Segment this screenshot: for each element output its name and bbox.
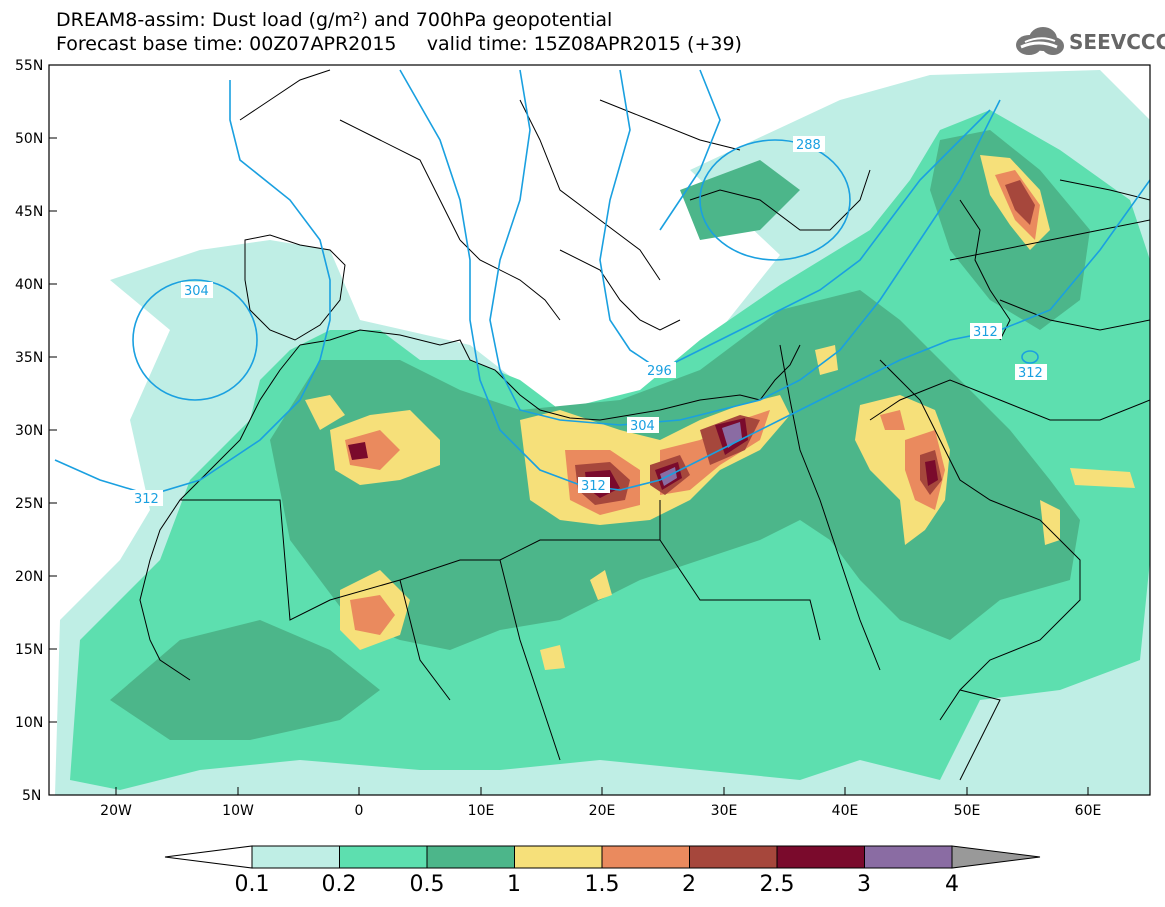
dust-level-0.5 [680,160,800,240]
dust-level-1 [305,395,345,430]
contour-312-cell [1021,350,1039,364]
lon-tick-label: 20E [589,803,616,819]
dust-level-1 [540,645,565,670]
dust-level-2.5 [925,460,938,486]
contour-296-north [659,69,721,231]
colorbar-label: 2.5 [759,872,795,897]
forecast-time-line: Forecast base time: 00Z07APR2015 valid t… [56,34,742,54]
dust-level-0.5 [930,130,1090,330]
colorbar-label: 0.2 [321,872,357,897]
contour-label: 288 [796,138,821,153]
lat-tick-label: 50N [15,131,43,147]
contour-label: 312 [1018,366,1043,381]
colorbar-label: 0.5 [409,872,445,897]
colorbar-label: 2 [682,872,696,897]
colorbar [164,845,1041,869]
contour-label: 304 [630,419,655,434]
lat-axis [49,64,57,796]
map-title: DREAM8-assim: Dust load (g/m²) and 700hP… [56,9,613,31]
logo-text: SEEVCCC [1069,30,1165,54]
lon-tick-label: 60E [1075,803,1102,819]
colorbar-bin [426,845,515,869]
lon-tick-labels: 20W 10W 0 10E 20E 30E 40E 50E 60E [100,803,1101,819]
contour-288-low [699,139,851,261]
dust-level-1 [855,395,950,545]
contour-label: 312 [134,492,159,507]
dust-level-1.5 [880,410,905,430]
valid-time-label: valid time: 15Z08APR2015 (+39) [426,33,742,55]
lat-tick-label: 45N [15,204,43,220]
lon-tick-label: 10E [468,803,495,819]
dust-level-0.5 [110,620,380,740]
dust-level-1.5 [345,430,400,470]
contour-304-low [132,279,258,401]
colorbar-bin [514,845,603,869]
lon-tick-label: 0 [355,803,364,819]
lon-axis [115,787,1089,795]
lon-tick-label: 40E [832,803,859,819]
colorbar-label: 4 [945,872,959,897]
lon-tick-label: 30E [711,803,738,819]
contour-labels: 304 288 296 304 312 312 312 312 [131,136,1047,507]
colorbar-label: 1.5 [584,872,620,897]
base-time-label: Forecast base time: 00Z07APR2015 [56,33,397,55]
dust-level-2.5 [348,442,368,460]
colorbar-label: 3 [857,872,871,897]
seevccc-logo: SEEVCCC [1013,25,1165,57]
contour-label: 312 [973,325,998,340]
lat-tick-labels: 55N 50N 45N 40N 35N 30N 25N 20N 15N 10N … [15,58,43,804]
colorbar-label: 1 [507,872,521,897]
colorbar-under-arrow [164,845,253,869]
lat-tick-label: 20N [15,569,43,585]
lat-tick-label: 35N [15,350,43,366]
dust-level-1 [1070,468,1135,488]
colorbar-bin [864,845,953,869]
colorbar-bin [251,845,340,869]
colorbar-bin [689,845,778,869]
lat-tick-label: 40N [15,277,43,293]
lat-tick-label: 55N [15,58,43,74]
dust-field [55,70,1150,795]
contour-296 [599,69,991,371]
dust-level-1 [1040,500,1060,545]
cloud-icon [1016,27,1064,55]
dust-level-2 [1005,180,1035,225]
lat-tick-label: 10N [15,715,43,731]
contour-label: 296 [647,364,672,379]
contour-label: 304 [184,284,209,299]
colorbar-label: 0.1 [234,872,270,897]
contour-label: 312 [581,479,606,494]
dust-level-1.5 [350,595,395,635]
lat-tick-label: 30N [15,423,43,439]
dust-level-1 [590,570,612,600]
colorbar-over-arrow [951,845,1041,869]
lat-tick-label: 15N [15,642,43,658]
lat-tick-label: 25N [15,496,43,512]
colorbar-bin [601,845,690,869]
lon-tick-label: 10W [222,803,254,819]
lon-tick-label: 20W [100,803,132,819]
colorbar-bin [776,845,865,869]
lon-tick-label: 50E [954,803,981,819]
lat-tick-label: 5N [22,788,41,804]
colorbar-bin [339,845,428,869]
